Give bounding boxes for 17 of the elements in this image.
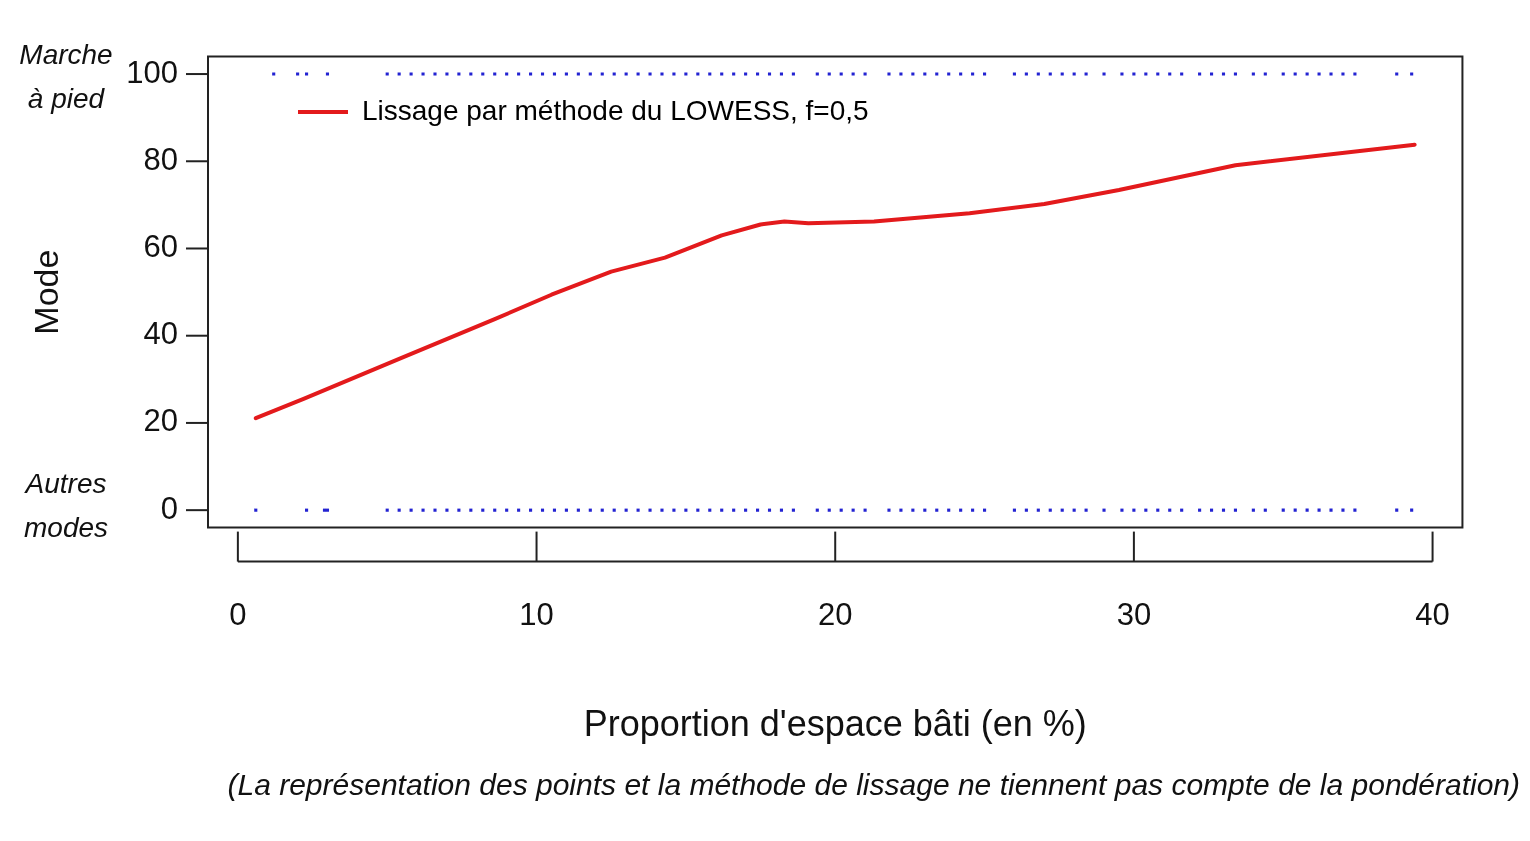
x-tick-label: 30	[1116, 596, 1152, 632]
text: (La représentation des points et la méthode de lissage ne tiennent pas compte de la pondération)	[226, 768, 1520, 802]
y-tick-label: 40	[143, 316, 178, 352]
y-axis-title: Mode	[26, 249, 65, 335]
x-tick-label: 10	[519, 596, 554, 632]
x-tick-label: 0	[229, 596, 247, 632]
y-tick-label: 0	[160, 490, 178, 526]
y-tick-label: 100	[126, 54, 178, 90]
text: Marche à pied	[19, 39, 113, 115]
x-tick-label: 40	[1415, 596, 1450, 632]
legend-label: Lissage par méthode du LOWESS, f=0,5	[362, 94, 869, 126]
y-tick-label: 20	[143, 403, 178, 439]
y-tick-label: 60	[143, 229, 178, 265]
y-tick-label: 80	[143, 141, 178, 177]
x-tick-label: 20	[817, 596, 853, 632]
x-axis-title: Proportion d'espace bâti (en %)	[583, 703, 1087, 745]
text: Autres modes	[23, 468, 109, 544]
